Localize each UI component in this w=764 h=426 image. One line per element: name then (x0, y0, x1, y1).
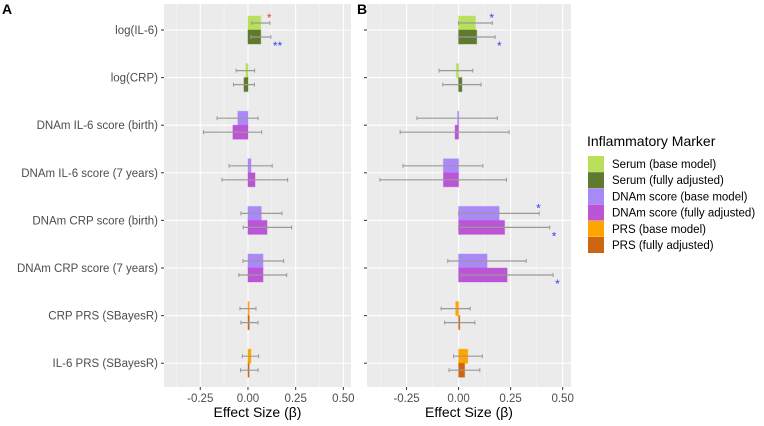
x-tick-label: 0.50 (551, 393, 573, 405)
legend-swatch (588, 172, 604, 189)
panel-label: B (357, 1, 367, 17)
legend-label: PRS (fully adjusted) (612, 240, 714, 252)
category-label: DNAm IL-6 score (birth) (37, 120, 159, 132)
significance-marker: ** (273, 39, 283, 53)
category-label: DNAm IL-6 score (7 years) (21, 168, 158, 180)
panel-background (367, 4, 571, 387)
significance-marker: * (536, 201, 541, 215)
category-label: DNAm CRP score (birth) (32, 215, 158, 227)
significance-marker: * (555, 277, 560, 291)
x-tick-label: -0.25 (393, 393, 419, 405)
x-tick-label: 0.00 (237, 393, 259, 405)
category-label: IL-6 PRS (SBayesR) (53, 358, 159, 370)
significance-marker: * (497, 39, 502, 53)
legend-label: PRS (base model) (612, 224, 706, 236)
legend-label: Serum (fully adjusted) (612, 175, 724, 187)
legend-label: DNAm score (fully adjusted) (612, 208, 755, 220)
significance-marker: * (489, 11, 494, 25)
legend-swatch (588, 204, 604, 221)
significance-marker: * (267, 11, 272, 25)
x-tick-label: 0.25 (284, 393, 306, 405)
x-axis-title: Effect Size (β) (214, 404, 302, 420)
category-label: DNAm CRP score (7 years) (17, 263, 158, 275)
x-tick-label: 0.00 (447, 393, 469, 405)
panel-background (164, 4, 351, 387)
legend-label: DNAm score (base model) (612, 191, 748, 203)
legend-title: Inflammatory Marker (587, 133, 716, 149)
legend-label: Serum (base model) (612, 159, 716, 171)
significance-marker: * (552, 229, 557, 243)
x-tick-label: -0.25 (187, 393, 213, 405)
category-label: CRP PRS (SBayesR) (48, 311, 158, 323)
legend-swatch (588, 188, 604, 205)
x-axis-title: Effect Size (β) (425, 404, 513, 420)
x-tick-label: 0.50 (332, 393, 354, 405)
legend-swatch (588, 237, 604, 253)
category-label: log(IL-6) (115, 25, 158, 37)
category-label: log(CRP) (111, 73, 158, 85)
legend-swatch (588, 220, 604, 237)
legend-swatch (588, 156, 604, 172)
x-tick-label: 0.25 (499, 393, 521, 405)
panel-label: A (2, 1, 12, 17)
